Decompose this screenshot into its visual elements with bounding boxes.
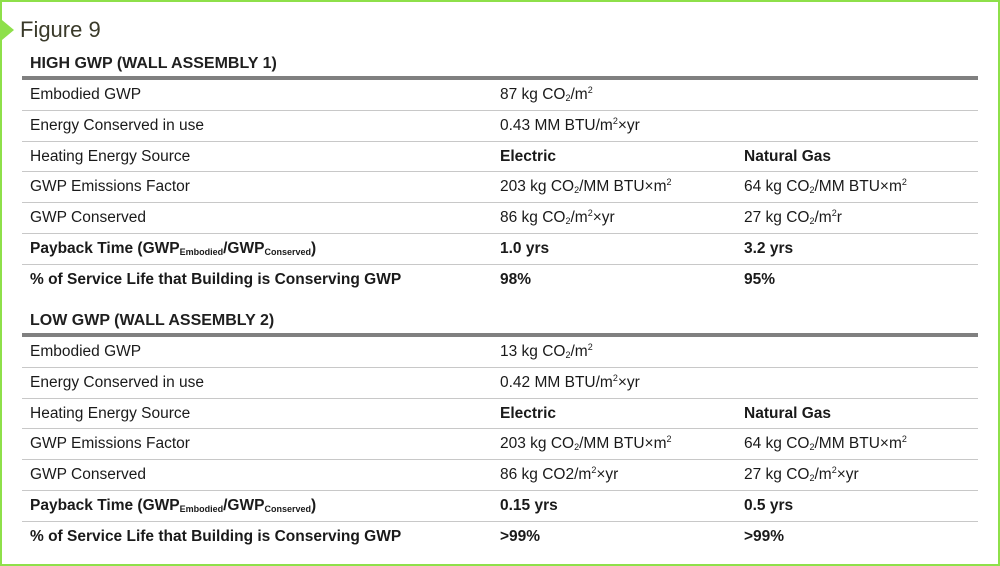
section-title: HIGH GWP (WALL ASSEMBLY 1): [22, 52, 978, 80]
source-natural-gas: Natural Gas: [744, 404, 832, 422]
payback-electric: 1.0 yrs: [500, 239, 550, 257]
energy-value: 0.42 MM BTU/m2×yr: [500, 372, 640, 391]
source-electric: Electric: [500, 147, 557, 165]
table-row-factor: GWP Emissions Factor 203 kg CO2/MM BTU×m…: [22, 172, 978, 204]
source-natural-gas: Natural Gas: [744, 147, 832, 165]
service-electric: 98%: [500, 270, 532, 288]
table-row-payback: Payback Time (GWPEmbodied/GWPConserved) …: [22, 491, 978, 522]
table-row-service-life: % of Service Life that Building is Conse…: [22, 522, 978, 552]
source-electric: Electric: [500, 404, 557, 422]
energy-value: 0.43 MM BTU/m2×yr: [500, 115, 640, 134]
row-label: GWP Emissions Factor: [30, 435, 190, 453]
table-row-energy: Energy Conserved in use 0.43 MM BTU/m2×y…: [22, 111, 978, 142]
figure-tab-marker: [2, 20, 14, 40]
payback-natural-gas: 3.2 yrs: [744, 239, 794, 257]
row-label: GWP Conserved: [30, 466, 147, 484]
payback-electric: 0.15 yrs: [500, 496, 558, 514]
row-label: Embodied GWP: [30, 86, 142, 103]
row-label: Heating Energy Source: [30, 404, 191, 422]
table: Embodied GWP 13 kg CO2/m2 Energy Conserv…: [22, 337, 978, 552]
table-row-conserved: GWP Conserved 86 kg CO2/m2×yr 27 kg CO2/…: [22, 203, 978, 234]
conserved-natural-gas: 27 kg CO2/m2r: [744, 208, 842, 227]
service-natural-gas: 95%: [744, 270, 776, 288]
table-row-embodied: Embodied GWP 13 kg CO2/m2: [22, 337, 978, 368]
factor-natural-gas: 64 kg CO2/MM BTU×m2: [744, 434, 907, 453]
conserved-natural-gas: 27 kg CO2/m2×yr: [744, 465, 859, 484]
table-row-payback: Payback Time (GWPEmbodied/GWPConserved) …: [22, 234, 978, 265]
service-electric: >99%: [500, 527, 541, 545]
conserved-electric: 86 kg CO2/m2×yr: [500, 465, 619, 484]
row-label: GWP Emissions Factor: [30, 178, 190, 196]
section-low-gwp: LOW GWP (WALL ASSEMBLY 2) Embodied GWP 1…: [22, 309, 978, 552]
section-high-gwp: HIGH GWP (WALL ASSEMBLY 1) Embodied GWP …: [22, 52, 978, 295]
factor-electric: 203 kg CO2/MM BTU×m2: [500, 177, 672, 196]
row-label: GWP Conserved: [30, 209, 147, 227]
payback-natural-gas: 0.5 yrs: [744, 496, 794, 514]
table-row-source: Heating Energy Source Electric Natural G…: [22, 142, 978, 173]
embodied-value: 87 kg CO2/m2: [500, 85, 593, 104]
row-label: % of Service Life that Building is Conse…: [30, 527, 402, 545]
table-row-factor: GWP Emissions Factor 203 kg CO2/MM BTU×m…: [22, 429, 978, 461]
table-row-embodied: Embodied GWP 87 kg CO2/m2: [22, 80, 978, 111]
row-label: Embodied GWP: [30, 343, 142, 360]
row-label: % of Service Life that Building is Conse…: [30, 270, 402, 288]
embodied-value: 13 kg CO2/m2: [500, 342, 593, 361]
table-row-service-life: % of Service Life that Building is Conse…: [22, 265, 978, 295]
table: Embodied GWP 87 kg CO2/m2 Energy Conserv…: [22, 80, 978, 295]
table-row-source: Heating Energy Source Electric Natural G…: [22, 399, 978, 430]
table-row-conserved: GWP Conserved 86 kg CO2/m2×yr 27 kg CO2/…: [22, 460, 978, 491]
factor-electric: 203 kg CO2/MM BTU×m2: [500, 434, 672, 453]
figure-title: Figure 9: [20, 17, 101, 42]
section-title: LOW GWP (WALL ASSEMBLY 2): [22, 309, 978, 337]
row-label: Payback Time (GWPEmbodied/GWPConserved): [30, 239, 317, 257]
table-row-energy: Energy Conserved in use 0.42 MM BTU/m2×y…: [22, 368, 978, 399]
service-natural-gas: >99%: [744, 527, 785, 545]
conserved-electric: 86 kg CO2/m2×yr: [500, 208, 615, 227]
row-label: Energy Conserved in use: [30, 116, 205, 134]
factor-natural-gas: 64 kg CO2/MM BTU×m2: [744, 177, 907, 196]
row-label: Payback Time (GWPEmbodied/GWPConserved): [30, 496, 317, 514]
row-label: Heating Energy Source: [30, 147, 191, 165]
row-label: Energy Conserved in use: [30, 373, 205, 391]
